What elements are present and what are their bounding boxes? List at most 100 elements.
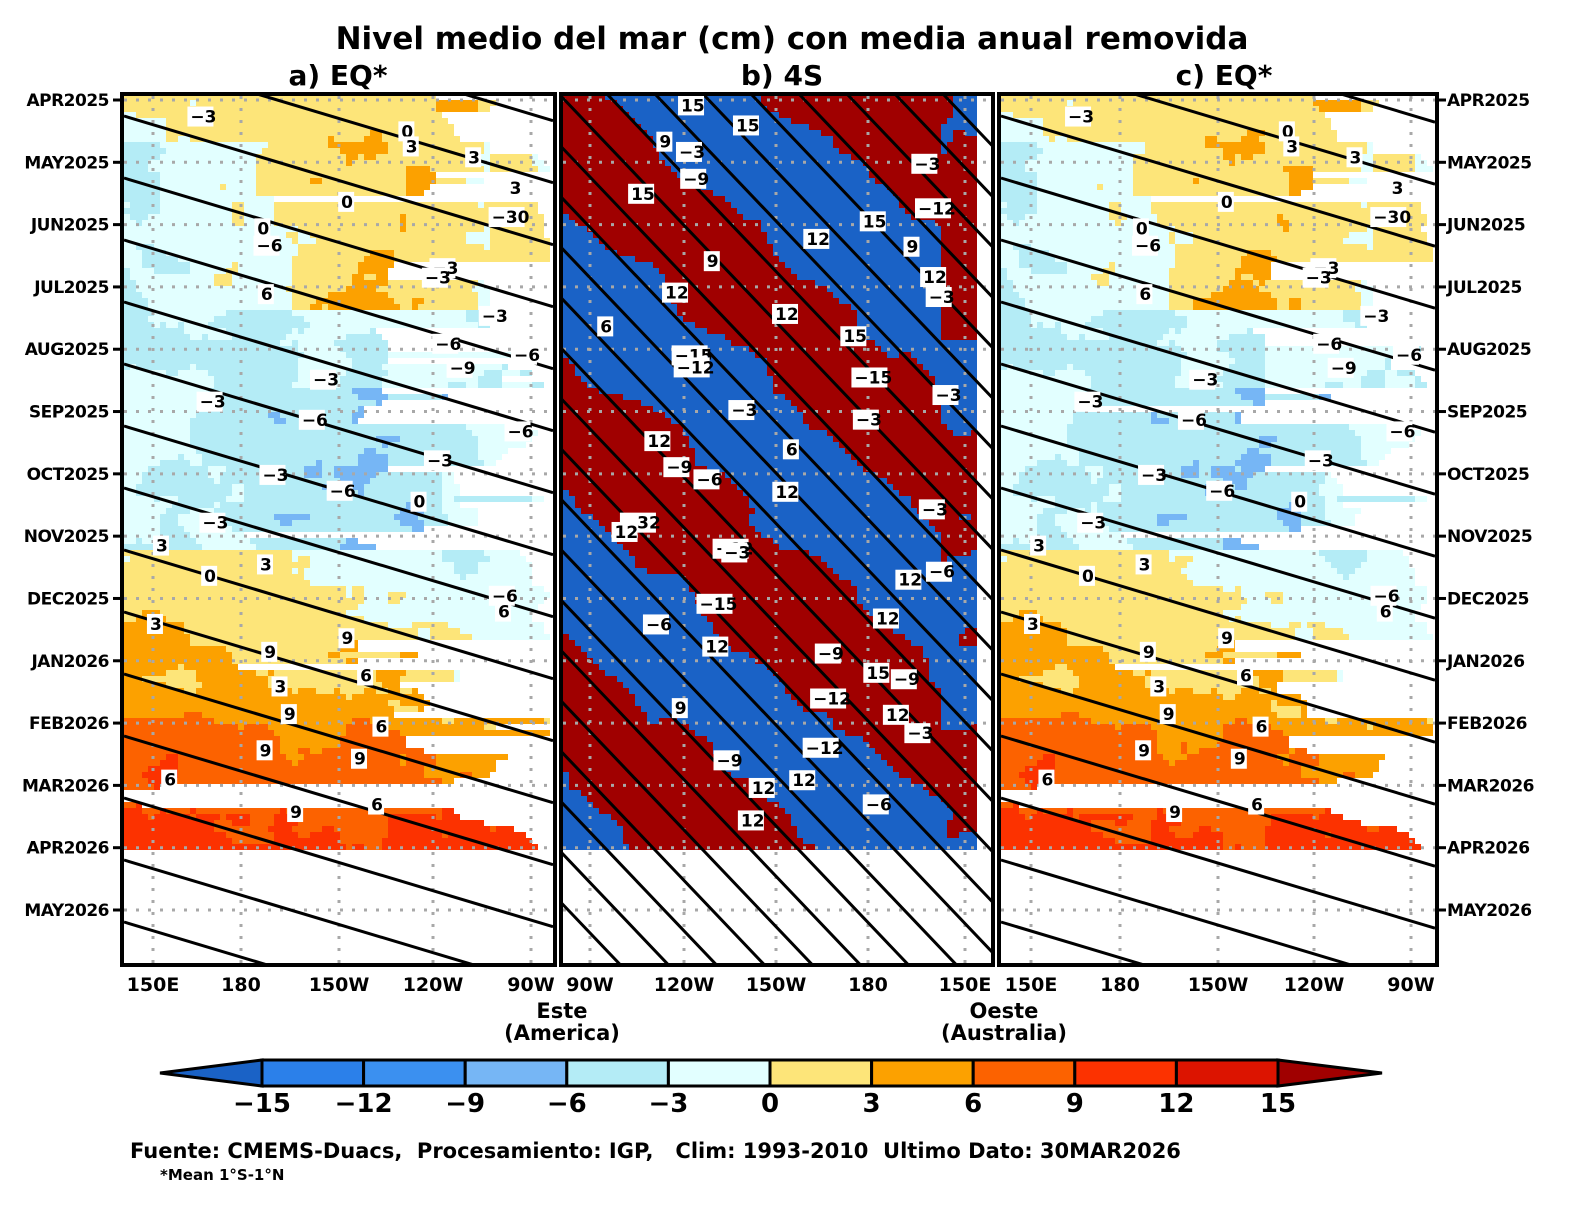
- y-tick-label: JUN2025: [1446, 216, 1525, 236]
- field-cell: [1415, 166, 1433, 172]
- field-cell: [1091, 316, 1187, 322]
- y-axis-left: APR2025MAY2025JUN2025JUL2025AUG2025SEP20…: [22, 91, 122, 921]
- field-cell: [1319, 490, 1343, 496]
- field-cell: [1175, 250, 1247, 256]
- field-cell: [641, 124, 809, 130]
- x-tick-label: 120W: [654, 974, 715, 996]
- field-cell: [701, 184, 887, 190]
- field-cell: [148, 214, 232, 220]
- field-cell: [400, 700, 430, 706]
- kelvin-line: [1423, 94, 1584, 1039]
- contour-label: −6: [435, 335, 461, 355]
- field-cell: [280, 742, 340, 748]
- field-cell: [857, 328, 941, 334]
- field-cell: [1343, 772, 1355, 778]
- field-cell: [352, 388, 382, 394]
- field-cell: [1085, 394, 1241, 400]
- field-cell: [196, 412, 268, 418]
- field-cell: [310, 304, 322, 310]
- panel-a: a) EQ* −303330−300−6−3−36−3−6−6−9−3−3−6−…: [120, 59, 557, 967]
- field-cell: [124, 310, 154, 316]
- contour-label-bg: [494, 601, 511, 622]
- field-cell: [761, 94, 953, 100]
- field-cell: [1361, 154, 1373, 160]
- field-cell: [1349, 574, 1415, 580]
- field-cell: [869, 610, 977, 616]
- field-cell: [406, 166, 430, 172]
- field-cell: [563, 412, 665, 418]
- field-cell: [1001, 394, 1085, 400]
- field-cell: [1325, 502, 1343, 508]
- field-cell: [725, 472, 875, 478]
- field-cell: [166, 508, 190, 514]
- contour-label-bg: [1304, 450, 1331, 471]
- panel-c-field: [1001, 94, 1433, 850]
- field-cell: [136, 538, 142, 544]
- field-cell: [124, 838, 232, 844]
- y-tick-label: APR2026: [1447, 839, 1530, 859]
- field-cell: [1055, 502, 1091, 508]
- field-cell: [142, 220, 232, 226]
- field-cell: [298, 688, 316, 694]
- kelvin-line: [1000, 114, 1436, 248]
- field-cell: [322, 460, 358, 466]
- field-cell: [448, 382, 466, 388]
- field-cell: [154, 814, 190, 820]
- field-cell: [563, 238, 599, 244]
- field-cell: [544, 718, 550, 724]
- field-cell: [352, 718, 370, 724]
- colorbar-tick-label: 0: [761, 1089, 779, 1119]
- field-cell: [124, 814, 148, 820]
- field-cell: [490, 826, 496, 832]
- field-cell: [1229, 352, 1265, 358]
- field-cell: [1247, 598, 1271, 604]
- field-cell: [581, 376, 773, 382]
- field-cell: [563, 688, 629, 694]
- field-cell: [190, 808, 196, 814]
- field-cell: [1133, 178, 1193, 184]
- field-cell: [1007, 268, 1031, 274]
- field-cell: [448, 622, 544, 628]
- field-cell: [935, 376, 977, 382]
- field-cell: [274, 418, 286, 424]
- contour-label-bg: [161, 769, 178, 790]
- field-cell: [388, 724, 484, 730]
- field-cell: [1097, 508, 1277, 514]
- contour-label-bg: [1327, 357, 1354, 378]
- field-cell: [136, 490, 232, 496]
- field-cell: [358, 154, 364, 160]
- field-cell: [292, 262, 358, 268]
- field-cell: [1001, 352, 1187, 358]
- field-cell: [1001, 250, 1019, 256]
- contour-label-bg: [287, 802, 304, 823]
- field-cell: [563, 484, 737, 490]
- field-cell: [1001, 430, 1067, 436]
- field-cell: [563, 442, 689, 448]
- field-cell: [563, 604, 701, 610]
- field-cell: [256, 160, 346, 166]
- field-cell: [1001, 346, 1181, 352]
- field-cell: [1181, 742, 1187, 748]
- field-cell: [1181, 466, 1199, 472]
- field-cell: [617, 676, 779, 682]
- field-cell: [256, 166, 406, 172]
- field-cell: [352, 358, 388, 364]
- field-cell: [1367, 556, 1409, 562]
- field-cell: [1001, 598, 1247, 604]
- field-cell: [442, 502, 460, 508]
- field-cell: [178, 256, 292, 262]
- field-cell: [1157, 514, 1187, 520]
- field-cell: [136, 220, 142, 226]
- field-cell: [563, 424, 683, 430]
- field-cell: [400, 676, 454, 682]
- field-cell: [352, 280, 388, 286]
- contour-label-bg: [261, 641, 278, 662]
- colorbar: −15 −12 −9 −6 −3 0 3 6 9 12 15: [159, 1058, 1383, 1119]
- field-cell: [238, 724, 244, 730]
- field-cell: [1001, 772, 1019, 778]
- field-cell: [569, 490, 743, 496]
- contour-label-bg: [1392, 344, 1419, 365]
- y-tick-label: MAR2026: [1447, 776, 1534, 796]
- field-cell: [767, 364, 923, 370]
- field-cell: [190, 334, 202, 340]
